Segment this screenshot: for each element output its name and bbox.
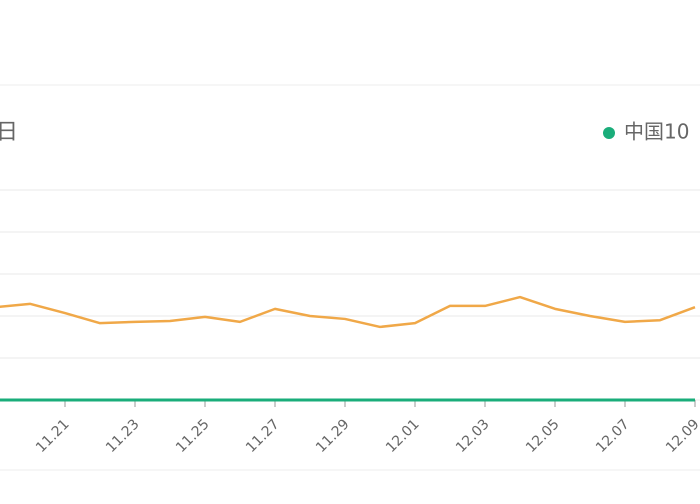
x-tick-label: 11.21 bbox=[33, 416, 73, 456]
x-tick-label: 12.03 bbox=[453, 416, 493, 456]
x-tick-label: 12.01 bbox=[383, 416, 423, 456]
x-tick-label: 11.23 bbox=[103, 416, 143, 456]
series-line bbox=[0, 295, 696, 329]
legend-label: 中国10 bbox=[624, 120, 689, 144]
x-tick-label: 12.05 bbox=[523, 416, 563, 456]
x-tick-label: 12.07 bbox=[593, 416, 633, 456]
legend-marker bbox=[603, 127, 615, 139]
x-tick-label: 11.29 bbox=[313, 416, 353, 456]
chart-title: 日 bbox=[0, 120, 18, 145]
x-tick-label: 11.25 bbox=[173, 416, 213, 456]
x-tick-label: 12.09 bbox=[663, 416, 700, 456]
x-tick-label: 11.27 bbox=[243, 416, 283, 456]
